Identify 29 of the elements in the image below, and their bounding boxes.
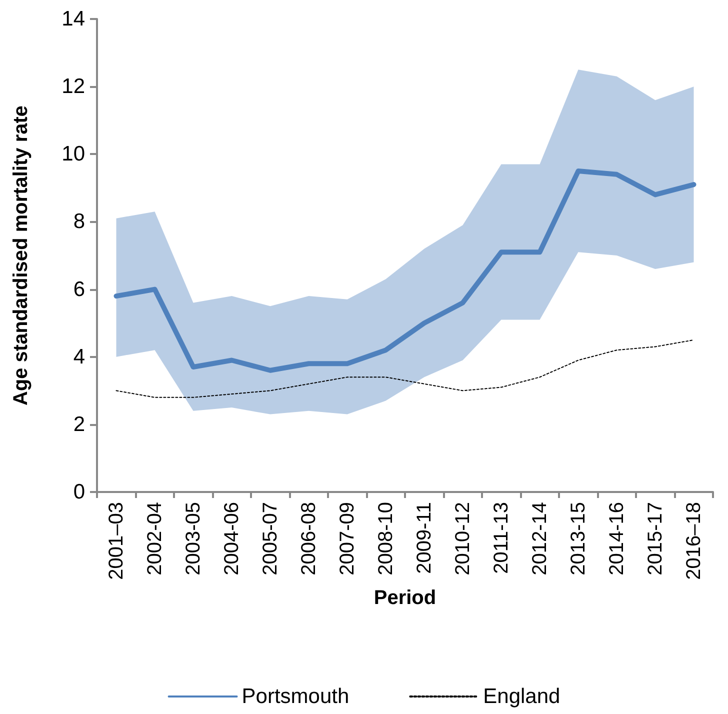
y-tick-label: 12	[62, 75, 85, 98]
y-tick-label: 6	[73, 278, 85, 301]
x-tick-label: 2005-07	[259, 502, 282, 576]
legend-label: England	[483, 685, 560, 708]
x-tick-label: 2015-17	[644, 502, 666, 576]
line-series	[116, 339, 694, 398]
y-tick-label: 8	[73, 210, 85, 234]
x-tick-label: 2011-13	[490, 502, 512, 574]
y-tick-label: 4	[73, 345, 86, 368]
y-tick-label: 2	[73, 412, 85, 436]
y-tick-label: 14	[62, 8, 86, 30]
x-tick-label: 2008-10	[374, 502, 397, 576]
y-tick-label: 0	[73, 480, 85, 504]
x-tick-label: 2016–18	[682, 502, 705, 580]
legend-label: Portsmouth	[242, 685, 350, 708]
x-tick-label: 2001–03	[105, 502, 128, 580]
x-tick-label: 2013-15	[567, 502, 590, 576]
x-tick-label: 2003-05	[182, 502, 204, 576]
x-tick-label: 2010-12	[452, 502, 474, 576]
x-tick-label: 2002-04	[144, 502, 166, 576]
x-tick-label: 2012-14	[528, 502, 551, 576]
x-tick-label: 2014-16	[606, 502, 628, 576]
x-tick-label: 2009-11	[413, 502, 436, 574]
y-tick-label: 10	[62, 142, 85, 166]
x-tick-label: 2006-08	[298, 502, 320, 576]
y-axis-title: Age standardised mortality rate	[10, 105, 32, 406]
x-tick-label: 2004-06	[220, 502, 243, 576]
x-tick-label: 2007-09	[336, 502, 358, 576]
x-axis-title: Period	[374, 587, 436, 609]
